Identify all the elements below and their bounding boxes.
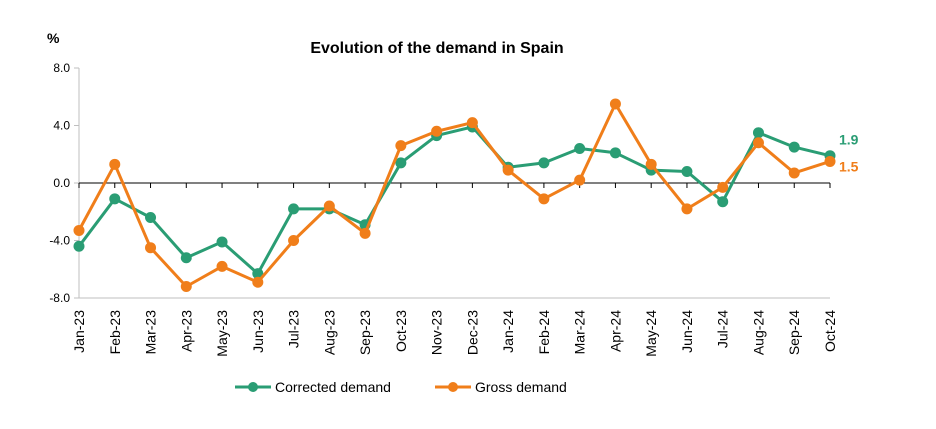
data-point xyxy=(538,157,550,169)
data-point xyxy=(752,137,764,149)
data-point xyxy=(145,242,157,254)
data-point xyxy=(824,155,836,167)
legend-item: Corrected demand xyxy=(235,379,391,395)
x-tick-label: Apr-24 xyxy=(607,310,623,352)
y-tick-label: 0.0 xyxy=(53,176,70,190)
x-tick-label: Jul-24 xyxy=(715,310,731,348)
data-point xyxy=(145,212,157,223)
series-line xyxy=(77,102,831,288)
data-point xyxy=(252,276,264,288)
y-tick-label: -8.0 xyxy=(49,291,70,305)
series-line xyxy=(77,125,831,276)
legend-item: Gross demand xyxy=(435,379,567,395)
x-tick-label: Mar-23 xyxy=(143,310,159,355)
chart-title: Evolution of the demand in Spain xyxy=(310,40,563,57)
x-tick-label: Jan-24 xyxy=(500,310,516,353)
x-tick-label: Feb-24 xyxy=(536,310,552,355)
x-tick-label: Oct-24 xyxy=(822,310,838,352)
legend-swatch-marker xyxy=(448,382,458,392)
x-tick-label: Mar-24 xyxy=(572,310,588,355)
data-point xyxy=(466,117,478,129)
labels-layer: 1.9 1.5 xyxy=(839,132,859,175)
x-tick-label: May-24 xyxy=(643,310,659,357)
x-tick-label: Aug-23 xyxy=(321,310,337,355)
data-point xyxy=(288,203,300,215)
x-tick-label: Jun-24 xyxy=(679,310,695,353)
data-point xyxy=(717,196,729,208)
data-point xyxy=(538,193,550,205)
x-tick-label: Feb-23 xyxy=(107,310,123,355)
data-point xyxy=(359,227,371,239)
y-tick-label: 4.0 xyxy=(53,119,70,133)
data-point xyxy=(717,181,729,193)
x-tick-label: Nov-23 xyxy=(429,310,445,355)
data-point xyxy=(288,235,300,246)
x-tick-label: Oct-23 xyxy=(393,310,409,352)
series-layer xyxy=(73,98,836,292)
x-tick-label: Sep-23 xyxy=(357,310,373,355)
data-point xyxy=(788,167,800,179)
end-value-label: 1.5 xyxy=(839,158,859,174)
data-point xyxy=(323,200,335,212)
data-point xyxy=(681,203,693,215)
x-tick-label: Dec-23 xyxy=(464,310,480,355)
data-point xyxy=(180,281,192,292)
series-1 xyxy=(73,121,836,280)
y-tick-label: 8.0 xyxy=(53,61,70,75)
data-point xyxy=(73,240,85,252)
data-point xyxy=(216,236,228,248)
legend-label: Gross demand xyxy=(475,379,567,395)
data-point xyxy=(109,193,121,205)
data-point xyxy=(216,260,228,272)
data-point xyxy=(395,157,407,169)
y-tick-label: -4.0 xyxy=(49,234,70,248)
series-2 xyxy=(73,98,836,292)
data-point xyxy=(574,143,586,154)
data-point xyxy=(395,140,407,152)
x-tick-label: Jul-23 xyxy=(286,310,302,348)
x-tick-label: Sep-24 xyxy=(786,310,802,355)
data-point xyxy=(609,98,621,110)
data-point xyxy=(645,158,657,170)
data-point xyxy=(73,224,85,236)
data-point xyxy=(574,174,586,186)
end-value-label: 1.9 xyxy=(839,132,859,148)
x-tick-label: Jun-23 xyxy=(250,310,266,353)
x-tick-label: May-23 xyxy=(214,310,230,357)
data-point xyxy=(788,141,800,153)
x-tick-label: Apr-23 xyxy=(178,310,194,352)
data-point xyxy=(609,147,621,159)
unit-label: % xyxy=(47,30,60,46)
data-point xyxy=(502,164,514,176)
legend: Corrected demand Gross demand xyxy=(235,379,567,395)
data-point xyxy=(681,166,693,177)
data-point xyxy=(180,252,192,264)
legend-label: Corrected demand xyxy=(275,379,391,395)
data-point xyxy=(431,125,443,137)
x-tick-label: Jan-23 xyxy=(71,310,87,353)
data-point xyxy=(752,127,764,139)
x-tick-label: Aug-24 xyxy=(750,310,766,355)
legend-swatch-marker xyxy=(248,382,258,392)
data-point xyxy=(109,158,121,170)
